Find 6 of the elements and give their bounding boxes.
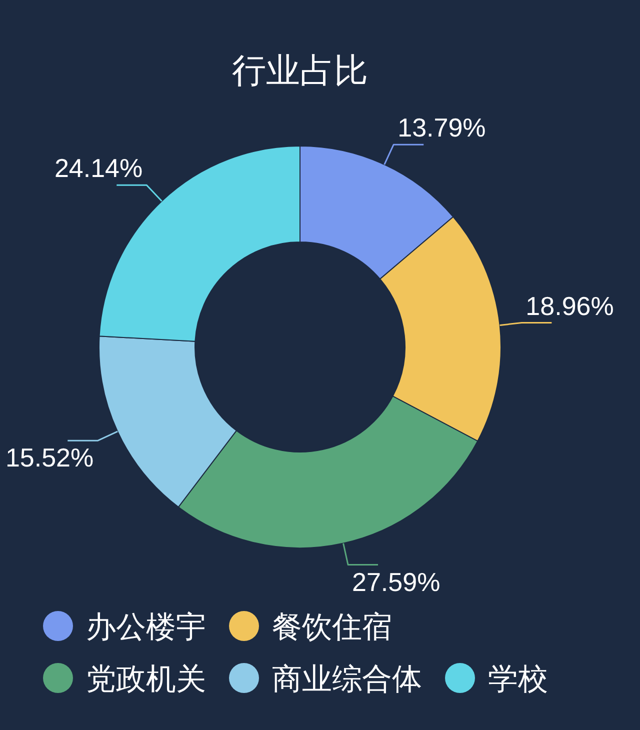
title: 行业占比 (232, 52, 368, 90)
legend-label: 党政机关 (86, 663, 206, 696)
legend-label: 商业综合体 (272, 663, 422, 696)
legend-label: 餐饮住宿 (272, 611, 392, 644)
legend-label: 学校 (488, 663, 548, 696)
legend-label: 办公楼宇 (86, 611, 206, 644)
